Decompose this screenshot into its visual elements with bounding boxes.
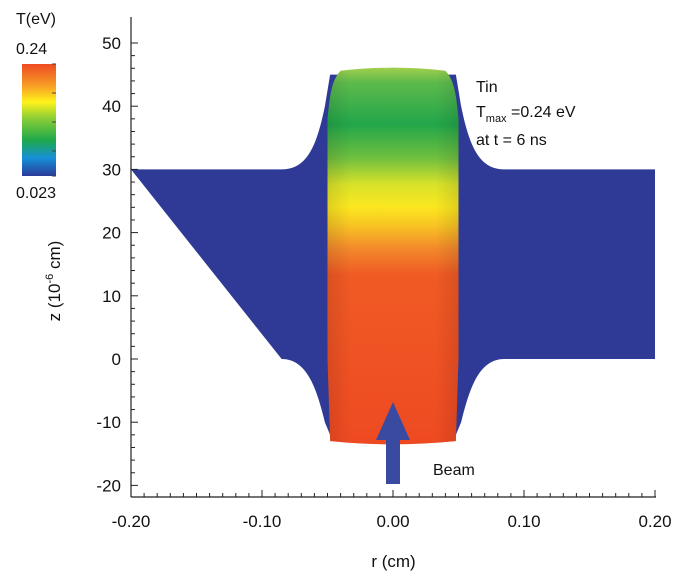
y-tick-label: -20: [96, 476, 121, 495]
x-tick-label: 0.00: [376, 512, 409, 531]
tmax-sub: max: [486, 113, 507, 125]
y-tick-label: 40: [102, 97, 121, 116]
y-tick-label: 50: [102, 34, 121, 53]
y-axis-title-tail: cm): [45, 241, 64, 274]
y-tick-label: 10: [102, 287, 121, 306]
y-axis-title-sup: -6: [44, 274, 56, 284]
colorbar-title: T(eV): [16, 11, 56, 28]
material-label: Tin: [476, 79, 498, 96]
tmax-label: Tmax =0.24 eV: [476, 104, 576, 125]
tmax-prefix: T: [476, 104, 486, 121]
colorbar-min-label: 0.023: [16, 185, 56, 202]
time-label: at t = 6 ns: [476, 132, 547, 149]
x-tick-label: 0.10: [507, 512, 540, 531]
x-tick-label: 0.20: [638, 512, 671, 531]
x-tick-label: -0.10: [243, 512, 282, 531]
colorbar-gradient: [22, 64, 56, 176]
x-tick-label: -0.20: [112, 512, 151, 531]
heated-core-shading: [328, 68, 459, 445]
x-axis-ticks: -0.20 -0.10 0.00 0.10 0.20: [112, 490, 672, 531]
y-tick-label: 0: [112, 350, 121, 369]
y-tick-label: -10: [96, 413, 121, 432]
y-tick-label: 20: [102, 224, 121, 243]
y-tick-label: 30: [102, 160, 121, 179]
tmax-value: =0.24 eV: [507, 104, 576, 121]
plot-area: [131, 68, 655, 484]
y-axis-title-main: z (10: [45, 284, 64, 322]
colorbar-max-label: 0.24: [16, 41, 47, 58]
colorbar: T(eV) 0.24 0.023: [16, 11, 56, 202]
y-axis-ticks: -20 -10 0 10 20 30 40 50: [96, 34, 138, 495]
beam-label: Beam: [433, 462, 475, 479]
y-axis-title: z (10-6 cm): [44, 241, 64, 322]
x-axis-title: r (cm): [371, 552, 415, 571]
